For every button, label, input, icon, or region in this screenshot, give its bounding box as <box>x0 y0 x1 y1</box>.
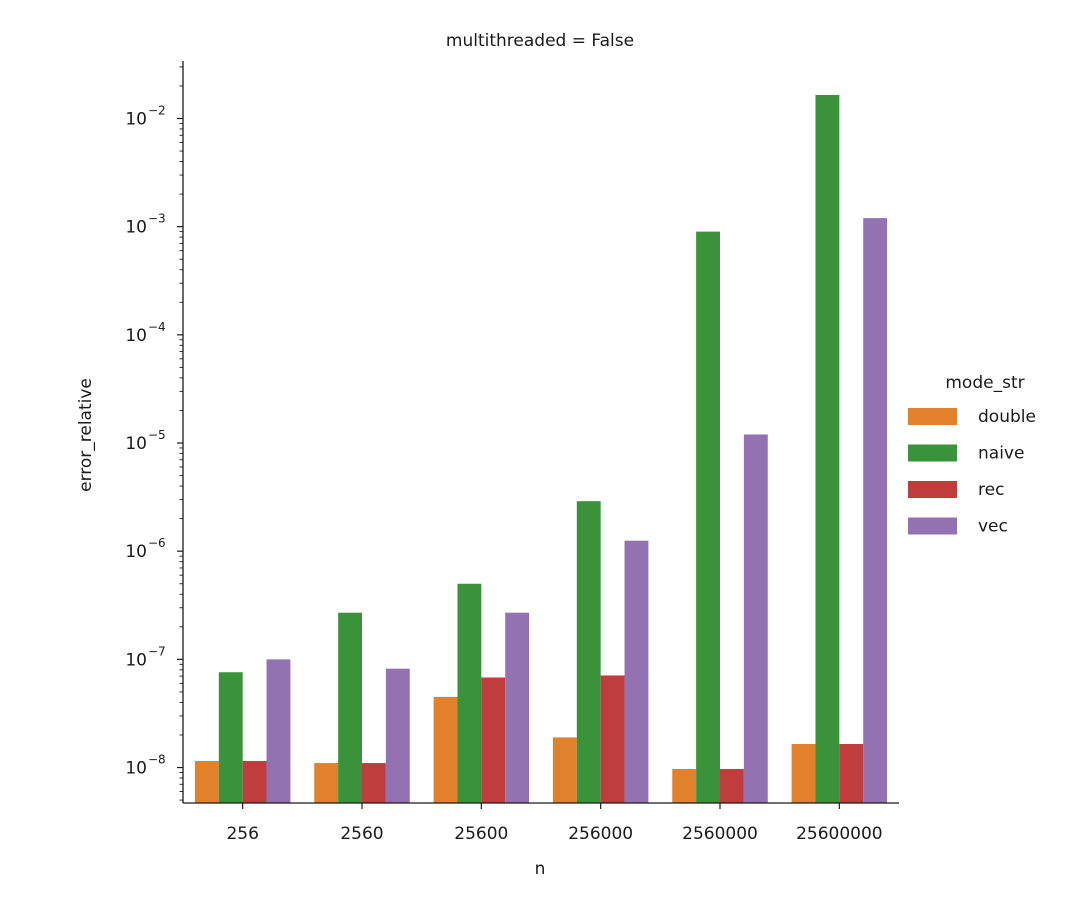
legend: mode_str double naive rec vec <box>908 373 1036 537</box>
y-tick-exponent: −5 <box>148 428 166 442</box>
y-tick-label: 10 <box>125 542 147 562</box>
y-tick-exponent: −8 <box>148 753 166 767</box>
chart-title: multithreaded = False <box>446 31 634 51</box>
x-tick-label: 2560 <box>340 824 383 844</box>
bar-naive-256 <box>218 672 243 803</box>
legend-swatch-double <box>908 408 957 425</box>
x-tick-label: 256 <box>226 824 258 844</box>
bar-naive-2560000 <box>696 231 720 804</box>
x-tick-label: 25600 <box>454 824 508 844</box>
bar-vec-25600000 <box>863 218 888 804</box>
bar-rec-256000 <box>600 675 625 803</box>
y-tick-label: 10 <box>125 109 147 129</box>
bar-rec-25600000 <box>839 744 864 803</box>
bar-double-256000 <box>552 737 577 803</box>
bar-rec-25600 <box>481 677 506 803</box>
legend-label-vec: vec <box>978 517 1008 537</box>
legend-label-naive: naive <box>978 444 1024 464</box>
bars-group <box>194 94 888 804</box>
y-ticks: 10−810−710−610−510−410−310−2 <box>125 66 183 801</box>
y-tick-label: 10 <box>125 650 147 670</box>
bar-naive-25600 <box>457 583 482 803</box>
y-tick-label: 10 <box>125 218 147 238</box>
bar-double-25600000 <box>791 744 816 803</box>
bar-rec-2560000 <box>720 768 744 803</box>
bar-double-2560000 <box>672 768 697 803</box>
bar-naive-25600000 <box>815 94 840 804</box>
x-tick-label: 2560000 <box>682 824 758 844</box>
legend-swatch-vec <box>908 517 957 535</box>
bar-double-256 <box>194 760 219 803</box>
y-tick-exponent: −6 <box>148 536 166 550</box>
y-tick-label: 10 <box>125 326 147 346</box>
y-tick-label: 10 <box>125 434 147 454</box>
legend-label-double: double <box>978 407 1036 427</box>
y-tick-exponent: −7 <box>148 644 166 658</box>
bar-vec-2560000 <box>743 434 768 803</box>
y-tick-exponent: −3 <box>148 212 166 226</box>
legend-swatch-rec <box>908 481 957 498</box>
bar-vec-25600 <box>505 612 530 803</box>
bar-vec-2560 <box>385 668 410 803</box>
y-axis-label: error_relative <box>76 378 96 492</box>
bar-vec-256000 <box>624 540 649 803</box>
x-ticks: 256 2560 25600 256000 2560000 25600000 <box>226 803 883 844</box>
y-tick-exponent: −2 <box>148 103 166 117</box>
bar-naive-256000 <box>576 501 601 803</box>
legend-swatch-naive <box>908 444 957 462</box>
bar-double-2560 <box>314 763 339 803</box>
x-axis-label: n <box>535 859 546 879</box>
y-tick-label: 10 <box>125 759 147 779</box>
x-tick-label: 25600000 <box>796 824 883 844</box>
x-tick-label: 256000 <box>568 824 633 844</box>
bar-rec-256 <box>242 760 267 803</box>
bar-naive-2560 <box>338 612 362 803</box>
legend-title: mode_str <box>945 373 1024 393</box>
bar-rec-2560 <box>362 763 386 803</box>
y-tick-exponent: −4 <box>148 320 166 334</box>
bar-double-25600 <box>433 696 458 803</box>
legend-label-rec: rec <box>978 480 1004 500</box>
bar-vec-256 <box>266 659 291 803</box>
